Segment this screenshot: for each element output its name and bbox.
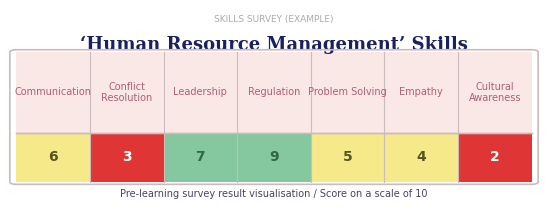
Text: Regulation: Regulation xyxy=(248,87,300,97)
Text: SKILLS SURVEY (EXAMPLE): SKILLS SURVEY (EXAMPLE) xyxy=(214,15,334,24)
Text: 7: 7 xyxy=(196,150,205,164)
Text: Cultural
Awareness: Cultural Awareness xyxy=(469,82,521,103)
Text: Leadership: Leadership xyxy=(174,87,227,97)
Text: 9: 9 xyxy=(269,150,279,164)
Text: Communication: Communication xyxy=(15,87,92,97)
Text: Empathy: Empathy xyxy=(399,87,443,97)
Text: Problem Solving: Problem Solving xyxy=(308,87,387,97)
Text: ‘Human Resource Management’ Skills: ‘Human Resource Management’ Skills xyxy=(80,36,468,54)
Text: 6: 6 xyxy=(48,150,58,164)
Text: Pre-learning survey result visualisation / Score on a scale of 10: Pre-learning survey result visualisation… xyxy=(120,189,428,199)
Text: 2: 2 xyxy=(490,150,500,164)
Text: 3: 3 xyxy=(122,150,132,164)
Text: 4: 4 xyxy=(416,150,426,164)
Text: Conflict
Resolution: Conflict Resolution xyxy=(101,82,152,103)
Text: 5: 5 xyxy=(342,150,352,164)
